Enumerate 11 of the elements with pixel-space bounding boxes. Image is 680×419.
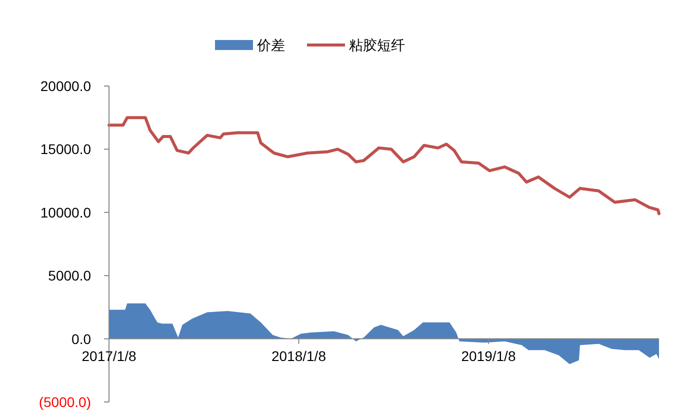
x-tick-label: 2019/1/8 <box>461 348 516 364</box>
legend-label: 粘胶短纤 <box>349 37 405 53</box>
y-tick-label: 0.0 <box>72 330 92 347</box>
legend-label: 价差 <box>256 37 285 53</box>
x-tick-label: 2017/1/8 <box>82 348 136 364</box>
y-tick-label: 5000.0 <box>48 268 92 284</box>
x-tick-label: 2018/1/8 <box>271 348 326 364</box>
y-tick-label: 10000.0 <box>40 204 92 220</box>
y-tick-label: (5000.0) <box>38 394 91 410</box>
y-tick-label: 20000.0 <box>40 78 92 94</box>
y-tick-label: 15000.0 <box>40 141 92 158</box>
